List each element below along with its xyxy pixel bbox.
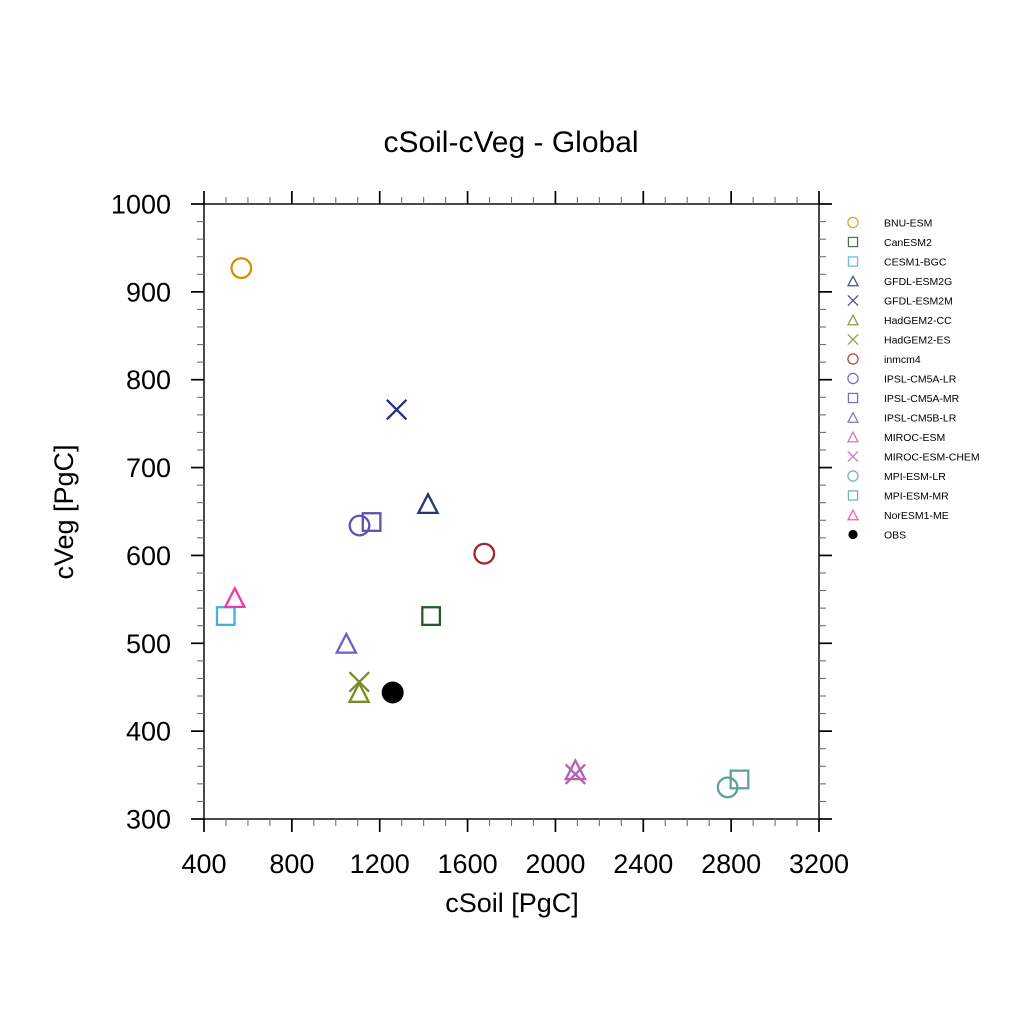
circle-marker-legend bbox=[847, 470, 859, 482]
square-marker-mpi-esm-mr bbox=[729, 769, 750, 790]
legend-label: IPSL-CM5B-LR bbox=[884, 412, 957, 424]
x-tick-label: 3200 bbox=[789, 849, 849, 879]
legend-label: MIROC-ESM-CHEM bbox=[884, 451, 980, 463]
legend-label: IPSL-CM5A-MR bbox=[884, 393, 960, 405]
legend-item-obs: OBS bbox=[848, 529, 906, 541]
legend-item-canesm2: CanESM2 bbox=[847, 236, 932, 249]
x-tick-label: 1600 bbox=[438, 849, 498, 879]
legend-label: inmcm4 bbox=[884, 354, 921, 366]
y-axis-label: cVeg [PgC] bbox=[49, 444, 79, 579]
legend-item-hadgem2-cc: HadGEM2-CC bbox=[846, 313, 952, 327]
x-marker-legend bbox=[847, 294, 859, 307]
legend-label: MPI-ESM-MR bbox=[884, 490, 949, 502]
filled-circle-marker-legend bbox=[848, 529, 858, 540]
x-marker-miroc-esm-chem bbox=[564, 763, 587, 785]
y-tick-label: 500 bbox=[126, 629, 171, 659]
square-marker-legend bbox=[847, 392, 859, 404]
legend-item-ipsl-cm5a-lr: IPSL-CM5A-LR bbox=[847, 372, 957, 385]
circle-marker-legend bbox=[847, 353, 859, 365]
legend-label: HadGEM2-ES bbox=[884, 334, 951, 346]
y-tick-label: 800 bbox=[126, 365, 171, 395]
circle-marker-legend bbox=[847, 216, 859, 229]
triangle-marker-legend bbox=[846, 313, 860, 326]
legend-label: BNU-ESM bbox=[884, 217, 932, 229]
triangle-marker-hadgem2-cc bbox=[347, 680, 371, 703]
plot-frame bbox=[203, 203, 820, 820]
y-tick-label: 1000 bbox=[111, 190, 171, 220]
square-marker-ipsl-cm5a-mr bbox=[361, 512, 382, 532]
legend-label: OBS bbox=[884, 529, 906, 541]
triangle-marker-ipsl-cm5b-lr bbox=[334, 631, 358, 654]
circle-marker-inmcm4 bbox=[473, 542, 496, 565]
circle-marker-legend bbox=[847, 372, 859, 385]
legend-item-mpi-esm-lr: MPI-ESM-LR bbox=[847, 470, 946, 483]
legend-item-miroc-esm: MIROC-ESM bbox=[846, 430, 945, 444]
legend-item-cesm1-bgc: CESM1-BGC bbox=[847, 256, 947, 268]
y-tick-label: 300 bbox=[126, 805, 171, 835]
legend-label: MIROC-ESM bbox=[884, 432, 945, 444]
x-tick-label: 2000 bbox=[525, 849, 585, 879]
x-marker-hadgem2-es bbox=[348, 671, 370, 693]
legend-label: NorESM1-ME bbox=[884, 510, 949, 522]
triangle-marker-legend bbox=[846, 430, 860, 443]
data-marker-layer bbox=[215, 257, 750, 799]
legend-item-mpi-esm-mr: MPI-ESM-MR bbox=[847, 490, 949, 502]
legend-label: HadGEM2-CC bbox=[884, 315, 952, 327]
triangle-marker-legend bbox=[846, 411, 860, 423]
legend-item-ipsl-cm5a-mr: IPSL-CM5A-MR bbox=[847, 392, 960, 405]
y-tick-label: 900 bbox=[126, 277, 171, 307]
circle-marker-ipsl-cm5a-lr bbox=[348, 514, 371, 537]
y-tick-label: 700 bbox=[126, 453, 171, 483]
legend-label: IPSL-CM5A-LR bbox=[884, 373, 957, 385]
legend-item-gfdl-esm2g: GFDL-ESM2G bbox=[846, 274, 952, 288]
legend-label: MPI-ESM-LR bbox=[884, 471, 946, 483]
legend-label: GFDL-ESM2G bbox=[884, 276, 952, 288]
square-marker-legend bbox=[847, 256, 859, 267]
y-tick-label: 400 bbox=[126, 717, 171, 747]
square-marker-canesm2 bbox=[421, 606, 442, 627]
triangle-marker-noresm1-me bbox=[223, 585, 247, 609]
legend-item-hadgem2-es: HadGEM2-ES bbox=[847, 333, 951, 346]
x-marker-gfdl-esm2m bbox=[386, 398, 408, 421]
legend-label: CESM1-BGC bbox=[884, 256, 947, 268]
x-tick-label: 2400 bbox=[613, 849, 673, 879]
legend-label: GFDL-ESM2M bbox=[884, 295, 953, 307]
legend-label: CanESM2 bbox=[884, 237, 932, 249]
legend-item-bnu-esm: BNU-ESM bbox=[847, 216, 932, 229]
square-marker-cesm1-bgc bbox=[215, 606, 236, 627]
x-tick-label: 800 bbox=[269, 849, 314, 879]
legend-item-miroc-esm-chem: MIROC-ESM-CHEM bbox=[847, 450, 980, 463]
triangle-marker-legend bbox=[846, 274, 860, 287]
legend-item-ipsl-cm5b-lr: IPSL-CM5B-LR bbox=[846, 411, 957, 424]
x-marker-legend bbox=[847, 450, 859, 463]
x-tick-label: 2800 bbox=[701, 849, 761, 879]
triangle-marker-legend bbox=[846, 508, 860, 521]
y-tick-label: 600 bbox=[126, 541, 171, 571]
square-marker-legend bbox=[847, 236, 859, 248]
filled-circle-marker-obs bbox=[381, 681, 404, 704]
legend-item-gfdl-esm2m: GFDL-ESM2M bbox=[847, 294, 953, 307]
x-tick-label: 1200 bbox=[350, 849, 410, 879]
triangle-marker-gfdl-esm2g bbox=[416, 491, 440, 515]
legend-item-inmcm4: inmcm4 bbox=[847, 353, 921, 366]
plot-frame-layer: 400 800 1200 1600 2000 2400 2800 3200 300 400 500 6… bbox=[111, 190, 849, 880]
square-marker-legend bbox=[847, 490, 859, 501]
x-tick-label: 400 bbox=[181, 849, 226, 879]
triangle-marker-miroc-esm bbox=[563, 757, 587, 781]
legend: BNU-ESM CanESM2 CESM1-BGC GFDL-ESM2G GFDL-ES… bbox=[846, 216, 980, 541]
chart-title: cSoil-cVeg - Global bbox=[383, 126, 638, 159]
x-marker-legend bbox=[847, 333, 859, 346]
x-axis-label: cSoil [PgC] bbox=[445, 888, 579, 918]
legend-item-noresm1-me: NorESM1-ME bbox=[846, 508, 949, 522]
circle-marker-bnu-esm bbox=[230, 257, 253, 280]
